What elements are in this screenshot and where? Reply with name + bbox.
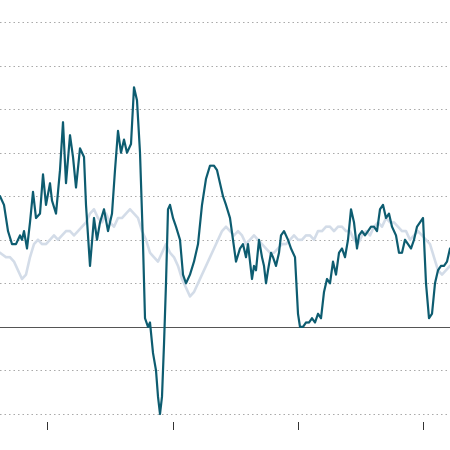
primary-series-line xyxy=(0,86,450,416)
series-lines xyxy=(0,86,450,416)
gridlines xyxy=(0,22,450,415)
secondary-series-line xyxy=(0,208,450,298)
x-axis-ticks xyxy=(47,422,424,430)
